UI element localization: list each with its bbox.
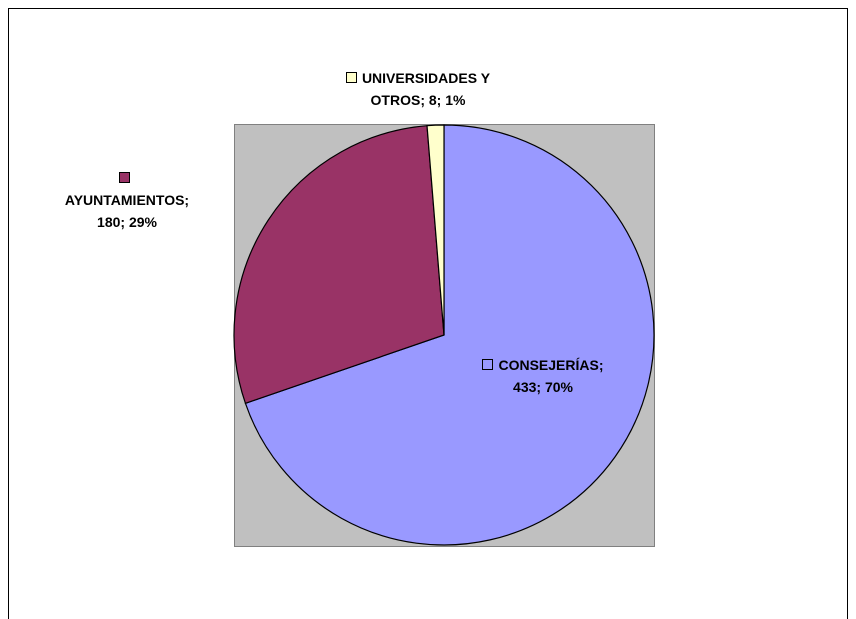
legend-key <box>119 172 130 183</box>
pie-slice <box>426 124 445 336</box>
data-label: UNIVERSIDADES Y OTROS; 8; 1% <box>332 67 504 111</box>
legend-key <box>345 72 357 83</box>
pie-slice <box>244 124 655 546</box>
legend-key <box>482 359 494 370</box>
data-label-text: CONSEJERÍAS; 433; 70% <box>498 357 604 395</box>
data-label-text: AYUNTAMIENTOS; 180; 29% <box>64 192 190 230</box>
pie <box>233 124 655 546</box>
data-label-text: UNIVERSIDADES Y OTROS; 8; 1% <box>361 70 491 108</box>
data-label: AYUNTAMIENTOS; 180; 29% <box>58 167 196 233</box>
data-label: CONSEJERÍAS; 433; 70% <box>468 354 618 398</box>
pie-slice <box>233 125 445 405</box>
